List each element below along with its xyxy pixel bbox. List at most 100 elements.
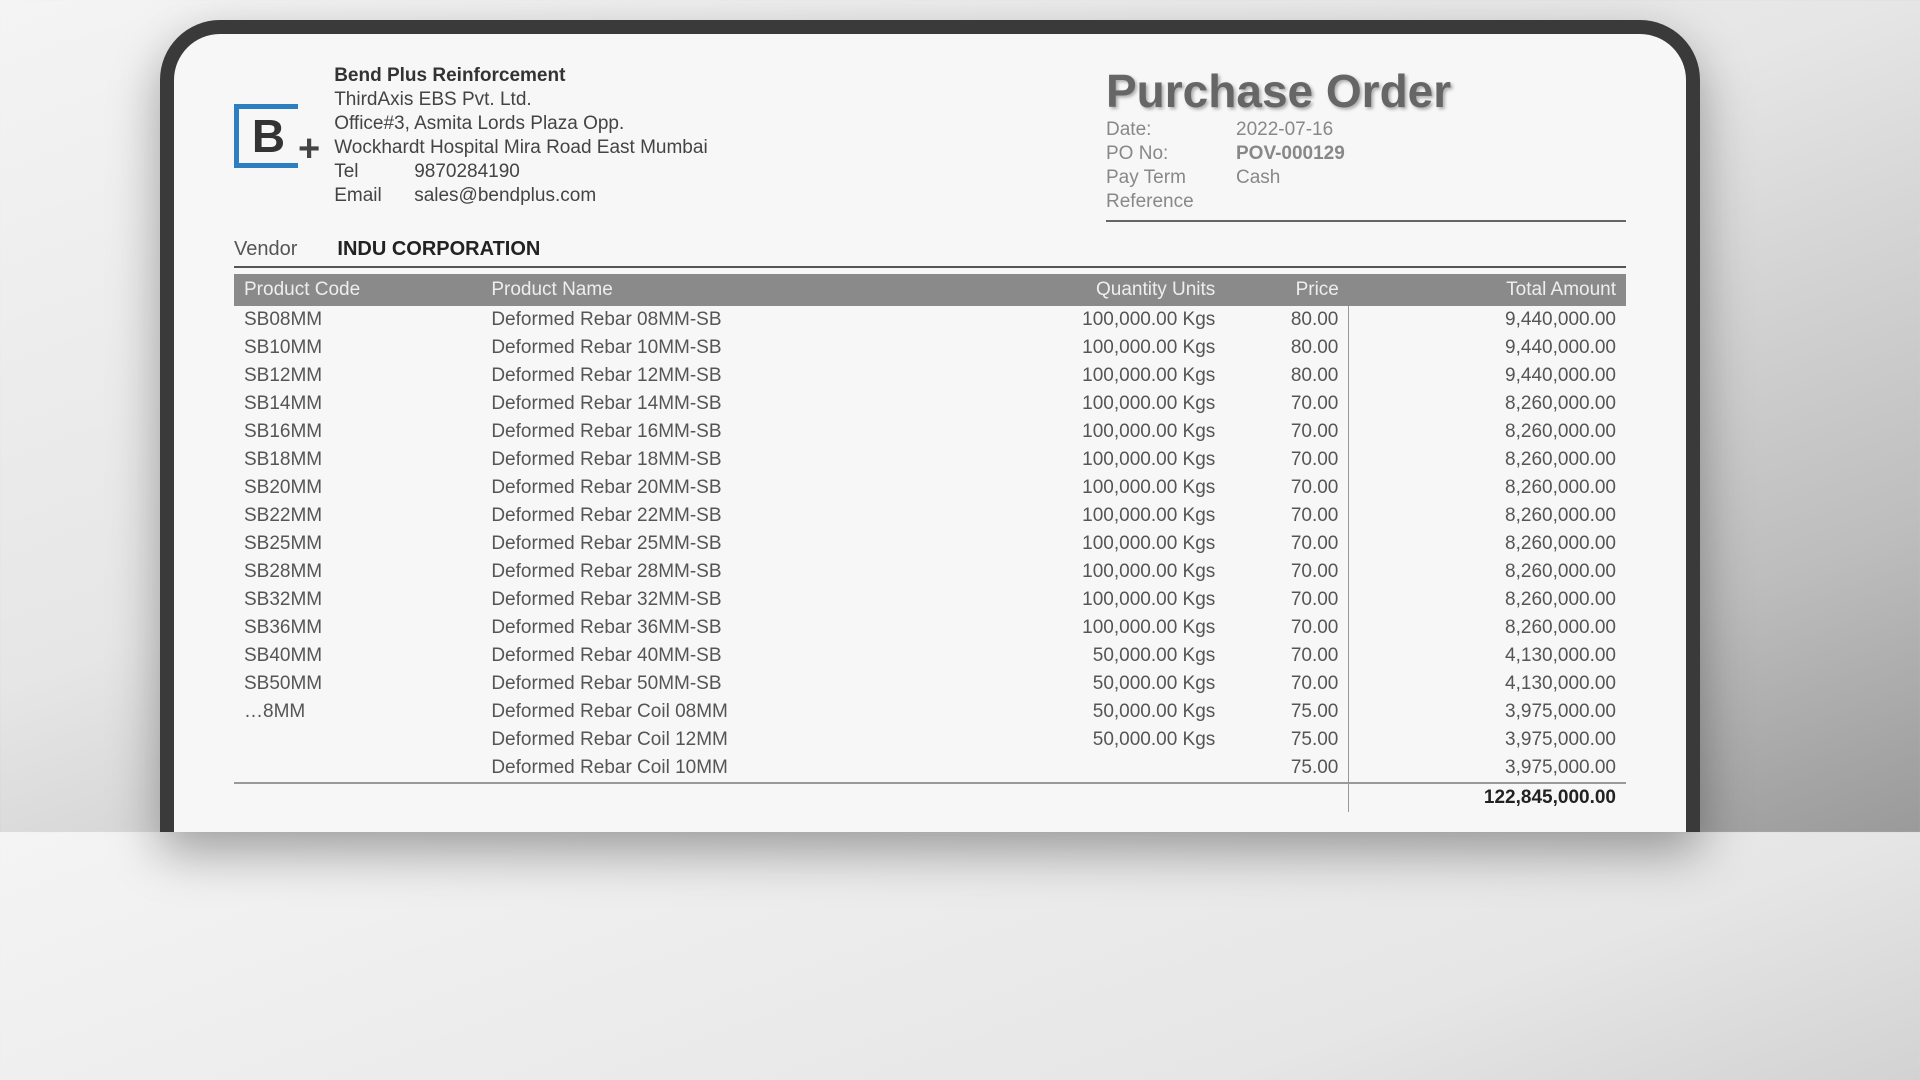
- header-quantity: Quantity Units: [947, 274, 1226, 306]
- quantity-cell: 100,000.00 Kgs: [1082, 477, 1216, 498]
- product-code-cell: SB18MM: [244, 449, 323, 470]
- company-name: Bend Plus Reinforcement: [334, 65, 566, 86]
- company-block: B + Bend Plus Reinforcement ThirdAxis EB…: [234, 64, 708, 208]
- total-amount-cell: 3,975,000.00: [1348, 698, 1626, 726]
- product-name-cell: Deformed Rebar 22MM-SB: [491, 505, 722, 526]
- po-no-value: POV-000129: [1236, 143, 1345, 164]
- product-name-cell: Deformed Rebar 16MM-SB: [491, 421, 722, 442]
- quantity-cell: 100,000.00 Kgs: [1082, 449, 1216, 470]
- line-items-table: Product Code Product Name Quantity Units…: [234, 274, 1626, 812]
- empty-cell: [947, 782, 1226, 812]
- price-cell: 70.00: [1290, 477, 1339, 498]
- divider: [1106, 220, 1626, 222]
- address-line: Wockhardt Hospital Mira Road East Mumbai: [334, 137, 708, 158]
- total-amount-cell: 4,130,000.00: [1348, 670, 1626, 698]
- quantity-cell: 100,000.00 Kgs: [1082, 589, 1216, 610]
- product-name-cell: Deformed Rebar 10MM-SB: [491, 337, 722, 358]
- scene: B + Bend Plus Reinforcement ThirdAxis EB…: [160, 20, 1700, 832]
- total-amount-cell: 8,260,000.00: [1348, 614, 1626, 642]
- product-code-cell: [234, 726, 481, 754]
- product-name-cell: Deformed Rebar 14MM-SB: [491, 393, 722, 414]
- price-cell: 70.00: [1290, 589, 1339, 610]
- total-amount-cell: 9,440,000.00: [1348, 362, 1626, 390]
- product-name-cell: Deformed Rebar 36MM-SB: [491, 617, 722, 638]
- table-row: SB22MM Deformed Rebar 22MM-SB 100,000.00 K…: [234, 502, 1626, 530]
- tablet-device: B + Bend Plus Reinforcement ThirdAxis EB…: [160, 20, 1700, 832]
- total-amount-cell: 8,260,000.00: [1348, 390, 1626, 418]
- total-amount-cell: 8,260,000.00: [1348, 474, 1626, 502]
- table-row: SB25MM Deformed Rebar 25MM-SB 100,000.00 K…: [234, 530, 1626, 558]
- product-name-cell: Deformed Rebar 50MM-SB: [491, 673, 722, 694]
- table-row: SB18MM Deformed Rebar 18MM-SB 100,000.00 K…: [234, 446, 1626, 474]
- date-label: Date:: [1106, 119, 1152, 140]
- empty-cell: [234, 782, 482, 812]
- product-code-cell: SB14MM: [244, 393, 323, 414]
- total-amount-cell: 8,260,000.00: [1348, 418, 1626, 446]
- total-amount-cell: 8,260,000.00: [1348, 558, 1626, 586]
- product-name-cell: Deformed Rebar Coil 12MM: [491, 729, 728, 750]
- po-no-label: PO No:: [1106, 143, 1169, 164]
- price-cell: 70.00: [1290, 617, 1339, 638]
- quantity-cell: 100,000.00 Kgs: [1082, 365, 1216, 386]
- price-cell: 70.00: [1290, 673, 1339, 694]
- quantity-cell: 50,000.00 Kgs: [1092, 673, 1216, 694]
- total-amount-cell: 3,975,000.00: [1348, 726, 1626, 754]
- product-code-cell: SB36MM: [244, 617, 323, 638]
- product-name-cell: Deformed Rebar 08MM-SB: [491, 309, 722, 330]
- price-cell: 80.00: [1290, 309, 1339, 330]
- price-cell: 70.00: [1290, 645, 1339, 666]
- total-amount-cell: 4,130,000.00: [1348, 642, 1626, 670]
- product-name-cell: Deformed Rebar 28MM-SB: [491, 561, 722, 582]
- po-header: Purchase Order Date: 2022-07-16 PO No: POV…: [1106, 64, 1626, 222]
- quantity-cell: 100,000.00 Kgs: [1082, 533, 1216, 554]
- price-cell: 70.00: [1290, 533, 1339, 554]
- header-price: Price: [1225, 274, 1349, 306]
- total-amount-cell: 9,440,000.00: [1348, 334, 1626, 362]
- price-cell: 70.00: [1290, 393, 1339, 414]
- table-row: SB50MM Deformed Rebar 50MM-SB 50,000.00 Kg…: [234, 670, 1626, 698]
- table-row: SB16MM Deformed Rebar 16MM-SB 100,000.00 K…: [234, 418, 1626, 446]
- pay-term-label: Pay Term: [1106, 167, 1186, 188]
- pay-term-value: Cash: [1236, 167, 1281, 188]
- quantity-cell: 100,000.00 Kgs: [1082, 393, 1216, 414]
- quantity-cell: [947, 754, 1225, 783]
- header-product-name: Product Name: [481, 274, 948, 306]
- price-cell: 75.00: [1290, 757, 1339, 778]
- header-product-code: Product Code: [234, 274, 482, 306]
- vendor-row: Vendor INDU CORPORATION: [234, 236, 1626, 268]
- product-code-cell: SB20MM: [244, 477, 323, 498]
- product-name-cell: Deformed Rebar Coil 08MM: [491, 701, 728, 722]
- product-code-cell: SB25MM: [244, 533, 323, 554]
- product-name-cell: Deformed Rebar 32MM-SB: [491, 589, 722, 610]
- price-cell: 70.00: [1290, 505, 1339, 526]
- quantity-cell: 100,000.00 Kgs: [1082, 561, 1216, 582]
- price-cell: 70.00: [1290, 421, 1339, 442]
- logo-plus-mark: +: [298, 128, 321, 170]
- table-row: Deformed Rebar Coil 10MM 75.00 3,975,000.0…: [234, 754, 1626, 783]
- company-logo: B +: [234, 104, 320, 168]
- vendor-label: Vendor: [234, 238, 298, 260]
- price-cell: 80.00: [1290, 337, 1339, 358]
- address-line: ThirdAxis EBS Pvt. Ltd.: [334, 89, 532, 110]
- price-cell: 75.00: [1290, 729, 1339, 750]
- address-line: Office#3, Asmita Lords Plaza Opp.: [334, 113, 625, 134]
- product-name-cell: Deformed Rebar Coil 10MM: [491, 757, 728, 778]
- product-name-cell: Deformed Rebar 12MM-SB: [491, 365, 722, 386]
- price-cell: 70.00: [1290, 449, 1339, 470]
- date-value: 2022-07-16: [1236, 119, 1334, 140]
- header-total-amount: Total Amount: [1348, 274, 1626, 306]
- product-code-cell: SB16MM: [244, 421, 323, 442]
- table-row: SB08MM Deformed Rebar 08MM-SB 100,000.00 K…: [234, 306, 1626, 334]
- price-cell: 80.00: [1290, 365, 1339, 386]
- quantity-cell: 100,000.00 Kgs: [1082, 617, 1216, 638]
- product-name-cell: Deformed Rebar 18MM-SB: [491, 449, 722, 470]
- purchase-order-document: B + Bend Plus Reinforcement ThirdAxis EB…: [234, 64, 1626, 812]
- product-code-cell: SB28MM: [244, 561, 323, 582]
- total-amount-cell: 8,260,000.00: [1348, 502, 1626, 530]
- quantity-cell: 50,000.00 Kgs: [1092, 729, 1216, 750]
- product-code-cell: …8MM: [244, 701, 306, 722]
- product-code-cell: [234, 754, 481, 783]
- product-code-cell: SB10MM: [244, 337, 323, 358]
- table-row: SB12MM Deformed Rebar 12MM-SB 100,000.00 K…: [234, 362, 1626, 390]
- total-amount-cell: 8,260,000.00: [1348, 446, 1626, 474]
